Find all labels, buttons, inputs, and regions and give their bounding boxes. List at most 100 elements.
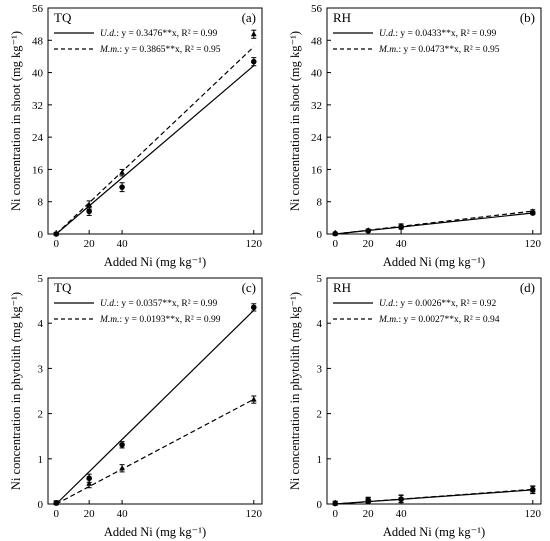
y-tick-label: 0 bbox=[317, 499, 323, 511]
legend-separator: : bbox=[395, 29, 400, 39]
legend-entry: M.m.: y = 0.0473**x, R² = 0.95 bbox=[378, 45, 500, 55]
x-axis-label: Added Ni (mg kg⁻¹) bbox=[383, 525, 485, 539]
y-tick-label: 48 bbox=[32, 35, 44, 47]
y-tick-label: 48 bbox=[311, 35, 323, 47]
legend-series-name: M.m. bbox=[378, 45, 399, 55]
x-tick-label: 40 bbox=[117, 508, 129, 520]
plot-frame bbox=[47, 7, 263, 235]
y-tick-label: 0 bbox=[38, 499, 44, 511]
y-tick-label: 56 bbox=[32, 3, 44, 15]
data-point-triangle bbox=[398, 222, 404, 229]
x-tick-label: 120 bbox=[246, 238, 263, 250]
panel-label: (d) bbox=[520, 280, 535, 295]
legend-series-name: M.m. bbox=[378, 315, 399, 325]
legend-entry: M.m.: y = 0.0193**x, R² = 0.99 bbox=[99, 315, 221, 325]
chart-panel-b: 0 8 16 24 32 40 48 56 0 20 40 120 Added Ni (mg kg⁻¹)… bbox=[288, 3, 542, 269]
x-tick-label: 40 bbox=[396, 238, 408, 250]
plot-frame bbox=[326, 277, 542, 505]
data-point-triangle bbox=[529, 486, 536, 493]
legend-series-name: U.d. bbox=[100, 299, 116, 309]
y-tick-label: 2 bbox=[38, 409, 44, 421]
data-point-triangle bbox=[86, 201, 93, 208]
site-label: TQ bbox=[54, 10, 72, 25]
x-axis-label: Added Ni (mg kg⁻¹) bbox=[104, 255, 206, 269]
data-point-triangle bbox=[529, 208, 536, 214]
legend-equation: y = 0.0357**x, R² = 0.99 bbox=[121, 299, 217, 309]
legend-separator: : bbox=[116, 29, 121, 39]
y-tick-label: 16 bbox=[311, 164, 323, 176]
y-tick-label: 32 bbox=[32, 100, 43, 112]
panel-label: (c) bbox=[242, 280, 256, 295]
y-tick-label: 4 bbox=[317, 318, 323, 330]
data-point-triangle bbox=[119, 169, 125, 175]
y-tick-label: 5 bbox=[317, 273, 323, 285]
legend-equation: y = 0.3476**x, R² = 0.99 bbox=[121, 29, 217, 39]
data-point-triangle bbox=[86, 480, 93, 486]
y-axis-label: Ni concentration in phytolith (mg kg⁻¹) bbox=[288, 292, 302, 490]
x-tick-label: 20 bbox=[84, 508, 96, 520]
y-tick-label: 3 bbox=[38, 363, 44, 375]
data-point-circle bbox=[250, 58, 257, 65]
panel-label: (b) bbox=[520, 10, 535, 25]
legend-series-name: U.d. bbox=[379, 299, 395, 309]
legend-entry: U.d.: y = 0.0357**x, R² = 0.99 bbox=[100, 299, 218, 309]
legend-equation: y = 0.0473**x, R² = 0.95 bbox=[404, 45, 500, 55]
legend-equation: y = 0.0027**x, R² = 0.94 bbox=[404, 315, 500, 325]
legend-entry: U.d.: y = 0.0433**x, R² = 0.99 bbox=[379, 29, 497, 39]
y-axis-label: Ni concentration in shoot (mg kg⁻¹) bbox=[9, 31, 23, 211]
legend-separator: : bbox=[120, 45, 125, 55]
legend-separator: : bbox=[399, 45, 404, 55]
panel-label: (a) bbox=[242, 10, 256, 25]
y-tick-label: 8 bbox=[38, 197, 44, 209]
y-tick-label: 24 bbox=[32, 132, 44, 144]
plot-frame bbox=[326, 7, 542, 235]
y-tick-label: 0 bbox=[317, 229, 323, 241]
x-tick-label: 0 bbox=[53, 238, 59, 250]
x-tick-label: 0 bbox=[53, 508, 59, 520]
data-point-triangle bbox=[332, 230, 339, 236]
site-label: RH bbox=[333, 10, 351, 25]
chart-panel-c: 0 1 2 3 4 5 0 20 40 120 Added Ni (mg kg⁻¹) Ni conce… bbox=[9, 273, 263, 539]
y-tick-label: 1 bbox=[38, 454, 44, 466]
legend-series-name: M.m. bbox=[99, 45, 120, 55]
fit-line-ud bbox=[55, 309, 255, 505]
fit-line-ud bbox=[335, 212, 533, 235]
y-tick-label: 3 bbox=[317, 363, 323, 375]
y-tick-label: 4 bbox=[38, 318, 44, 330]
data-point-circle bbox=[119, 441, 125, 448]
legend-series-name: M.m. bbox=[99, 315, 120, 325]
chart-panel-a: 0 8 16 24 32 40 48 56 0 20 40 120 Added Ni (mg kg⁻¹)… bbox=[9, 3, 263, 269]
legend-equation: y = 0.0433**x, R² = 0.99 bbox=[400, 29, 496, 39]
y-tick-label: 24 bbox=[311, 132, 323, 144]
data-point-triangle bbox=[250, 31, 257, 37]
y-tick-label: 1 bbox=[317, 454, 323, 466]
data-point-triangle bbox=[53, 499, 60, 506]
data-point-triangle bbox=[332, 500, 339, 506]
chart-panel-d: 0 1 2 3 4 5 0 20 40 120 Added Ni (mg kg⁻¹) Ni conce… bbox=[288, 273, 542, 539]
y-tick-label: 2 bbox=[317, 409, 323, 421]
x-axis-label: Added Ni (mg kg⁻¹) bbox=[104, 525, 206, 539]
legend-separator: : bbox=[399, 315, 404, 325]
y-tick-label: 56 bbox=[311, 3, 323, 15]
data-point-triangle bbox=[365, 227, 372, 233]
data-point-circle bbox=[250, 304, 257, 311]
x-tick-label: 0 bbox=[332, 508, 338, 520]
legend-entry: U.d.: y = 0.0026**x, R² = 0.92 bbox=[379, 299, 497, 309]
x-tick-label: 120 bbox=[525, 508, 542, 520]
fit-line-mm bbox=[55, 398, 255, 505]
y-tick-label: 16 bbox=[32, 164, 44, 176]
y-tick-label: 0 bbox=[38, 229, 44, 241]
legend-equation: y = 0.0193**x, R² = 0.99 bbox=[125, 315, 221, 325]
x-tick-label: 40 bbox=[117, 238, 129, 250]
y-tick-label: 32 bbox=[311, 100, 322, 112]
data-point-triangle bbox=[398, 495, 404, 501]
legend-series-name: U.d. bbox=[100, 29, 116, 39]
x-tick-label: 20 bbox=[363, 238, 375, 250]
data-point-triangle bbox=[250, 396, 257, 402]
data-point-triangle bbox=[119, 465, 125, 471]
legend-series-name: U.d. bbox=[379, 29, 395, 39]
y-axis-label: Ni concentration in shoot (mg kg⁻¹) bbox=[288, 31, 302, 211]
x-tick-label: 120 bbox=[525, 238, 542, 250]
y-tick-label: 40 bbox=[311, 68, 323, 80]
